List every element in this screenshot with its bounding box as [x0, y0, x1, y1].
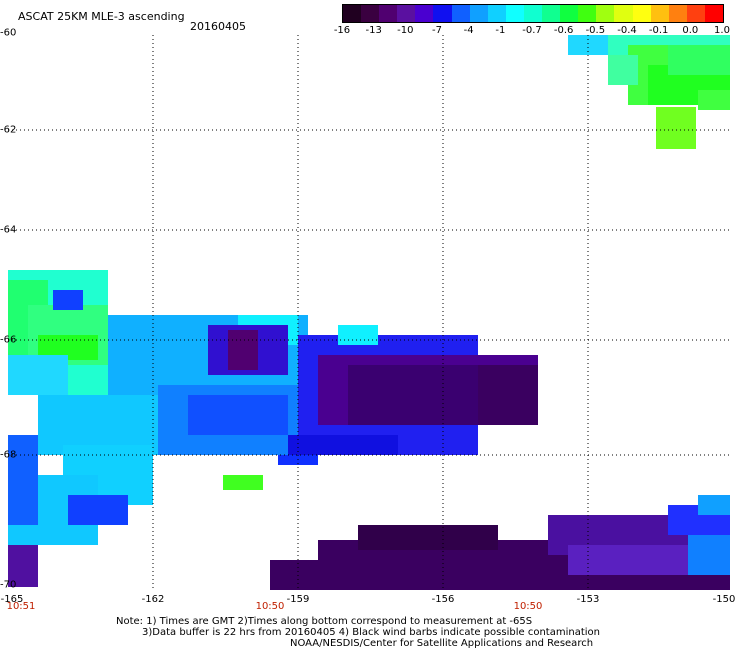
- color-scale-labels: -16 -13 -10 -7 -4 -1 -0.7 -0.6 -0.5 -0.4 -0.1 0.0 1.…: [326, 25, 736, 37]
- y-tick-label: -62: [0, 124, 17, 136]
- x-tick-label: -153: [576, 594, 600, 605]
- map-title: ASCAT 25KM MLE-3 ascending: [18, 10, 185, 23]
- color-scale-tick-label: -0.1: [648, 25, 669, 36]
- color-scale-segment: [397, 5, 416, 22]
- map-plot-area[interactable]: [8, 35, 730, 590]
- color-scale-segment: [668, 5, 687, 22]
- color-scale-segment: [704, 5, 723, 22]
- color-scale-tick-label: -13: [365, 25, 382, 36]
- color-scale-tick-label: 0.0: [682, 25, 699, 36]
- color-scale-tick-label: -0.7: [522, 25, 542, 36]
- map-date: 20160405: [190, 20, 246, 33]
- color-scale-segment: [469, 5, 488, 22]
- color-scale-segment: [542, 5, 561, 22]
- footnote-line-2: 3)Data buffer is 22 hrs from 20160405 4)…: [142, 627, 600, 638]
- y-tick-label: -60: [0, 27, 17, 39]
- color-scale-segment: [650, 5, 669, 22]
- x-tick-label: -165: [0, 594, 24, 605]
- time-label: 10:50: [255, 601, 285, 612]
- color-scale-tick-label: -0.4: [617, 25, 637, 36]
- color-scale-segment: [343, 5, 362, 22]
- x-tick-label: -150: [712, 594, 736, 605]
- color-scale-segment: [560, 5, 579, 22]
- x-tick-label: -159: [286, 594, 310, 605]
- color-scale-segment: [379, 5, 398, 22]
- color-scale-tick-label: -4: [463, 25, 474, 36]
- color-scale-segment: [415, 5, 434, 22]
- footnote-line-3: NOAA/NESDIS/Center for Satellite Applica…: [290, 638, 594, 649]
- data-patch-south: [270, 495, 730, 590]
- time-label: 10:51: [6, 601, 36, 612]
- color-scale-segment: [686, 5, 705, 22]
- y-tick-label: -66: [0, 334, 17, 346]
- color-scale-tick-label: -16: [333, 25, 351, 36]
- color-scale-segment: [433, 5, 452, 22]
- data-patch-northeast: [568, 35, 730, 149]
- y-tick-label: -70: [0, 579, 17, 591]
- color-scale-segment: [451, 5, 470, 22]
- color-scale-tick-label: -0.6: [553, 25, 574, 36]
- color-scale-tick-label: -0.5: [585, 25, 606, 36]
- footnote-line-1: Note: 1) Times are GMT 2)Times along bot…: [116, 616, 533, 627]
- y-tick-label: -68: [0, 449, 17, 461]
- color-scale-tick-label: -1: [495, 25, 506, 36]
- color-scale-segment: [596, 5, 615, 22]
- color-scale-segment: [523, 5, 543, 22]
- color-scale-bar: [342, 4, 724, 23]
- time-label: 10:50: [513, 601, 543, 612]
- color-scale-segment: [614, 5, 633, 22]
- color-scale-segment: [487, 5, 506, 22]
- y-tick-label: -64: [0, 224, 17, 236]
- color-scale-tick-label: 1.0: [714, 25, 730, 36]
- map-canvas: [8, 35, 730, 590]
- color-scale-segment: [578, 5, 597, 22]
- color-scale-segment: [632, 5, 651, 22]
- color-scale-tick-label: -7: [432, 25, 442, 36]
- color-scale-segment: [505, 5, 524, 22]
- data-patch-west: [8, 270, 108, 395]
- x-tick-label: -156: [431, 594, 455, 605]
- color-scale-tick-label: -10: [397, 25, 414, 36]
- color-scale-segment: [361, 5, 380, 22]
- map-grid: [8, 35, 730, 590]
- x-tick-label: -162: [141, 594, 165, 605]
- data-patch-purple-band: [208, 325, 538, 465]
